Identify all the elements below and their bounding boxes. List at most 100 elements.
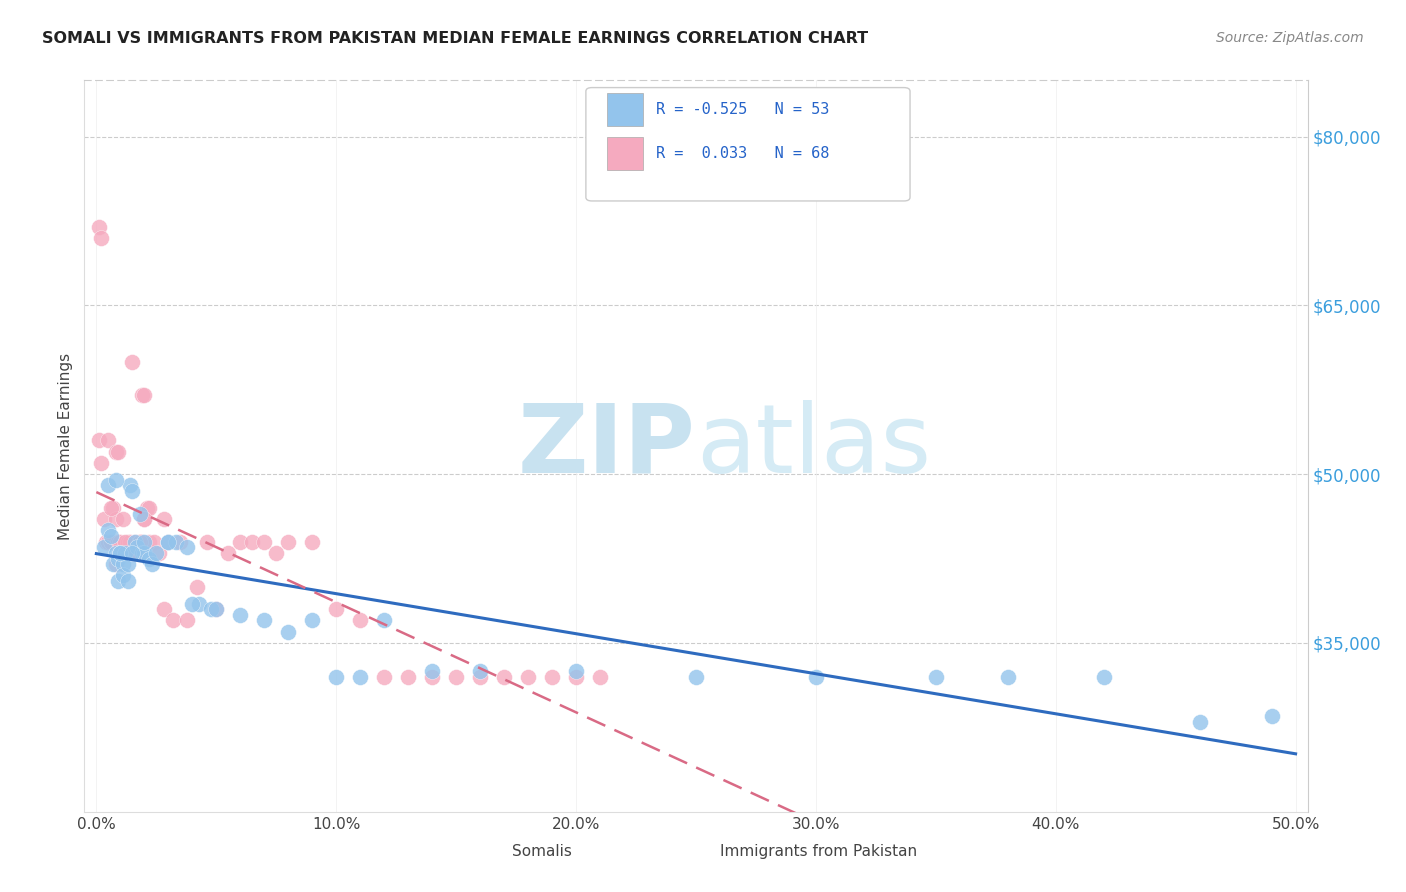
Text: atlas: atlas: [696, 400, 931, 492]
Point: [565, 664, 588, 678]
Point: [277, 534, 299, 549]
Text: R =  0.033   N = 68: R = 0.033 N = 68: [655, 146, 830, 161]
Point: [97, 478, 120, 492]
Point: [134, 388, 156, 402]
Point: [101, 557, 124, 571]
Point: [240, 534, 263, 549]
Point: [1188, 714, 1211, 729]
Point: [142, 534, 165, 549]
FancyBboxPatch shape: [606, 137, 644, 170]
Point: [128, 534, 150, 549]
Point: [162, 614, 184, 628]
Point: [114, 546, 136, 560]
Point: [107, 551, 129, 566]
Point: [349, 670, 371, 684]
Point: [229, 534, 252, 549]
Point: [157, 534, 180, 549]
Point: [131, 388, 153, 402]
Point: [117, 574, 139, 588]
Point: [138, 534, 160, 549]
Point: [205, 602, 228, 616]
Point: [145, 546, 167, 560]
Point: [349, 614, 371, 628]
Text: SOMALI VS IMMIGRANTS FROM PAKISTAN MEDIAN FEMALE EARNINGS CORRELATION CHART: SOMALI VS IMMIGRANTS FROM PAKISTAN MEDIA…: [42, 31, 869, 46]
Point: [138, 500, 160, 515]
Point: [87, 219, 110, 234]
Point: [157, 534, 180, 549]
Point: [420, 664, 443, 678]
Point: [925, 670, 948, 684]
FancyBboxPatch shape: [586, 87, 910, 201]
Point: [468, 664, 491, 678]
Point: [121, 546, 143, 560]
Point: [176, 541, 198, 555]
Point: [121, 483, 143, 498]
Point: [195, 534, 218, 549]
Point: [134, 546, 156, 560]
Point: [1260, 709, 1282, 723]
Point: [104, 512, 127, 526]
Point: [110, 546, 132, 560]
Text: Somalis: Somalis: [513, 845, 572, 860]
FancyBboxPatch shape: [665, 840, 706, 863]
Text: ZIP: ZIP: [517, 400, 696, 492]
Point: [124, 534, 146, 549]
Point: [121, 546, 143, 560]
Point: [517, 670, 540, 684]
Point: [181, 597, 204, 611]
Point: [188, 597, 211, 611]
Point: [165, 534, 187, 549]
Point: [117, 534, 139, 549]
Point: [94, 534, 117, 549]
Point: [420, 670, 443, 684]
Point: [128, 534, 150, 549]
Point: [131, 534, 153, 549]
Point: [111, 557, 134, 571]
Point: [565, 670, 588, 684]
Point: [110, 534, 132, 549]
Point: [90, 456, 112, 470]
Point: [121, 354, 143, 368]
Point: [111, 512, 134, 526]
Point: [107, 534, 129, 549]
Point: [685, 670, 707, 684]
Point: [107, 444, 129, 458]
Text: Immigrants from Pakistan: Immigrants from Pakistan: [720, 845, 918, 860]
Point: [997, 670, 1019, 684]
Point: [118, 534, 141, 549]
Point: [373, 670, 395, 684]
Point: [93, 541, 115, 555]
FancyBboxPatch shape: [606, 94, 644, 127]
Point: [541, 670, 564, 684]
Point: [90, 231, 112, 245]
Point: [301, 534, 323, 549]
Point: [396, 670, 419, 684]
Point: [277, 624, 299, 639]
Point: [87, 434, 110, 448]
Point: [264, 546, 287, 560]
Point: [97, 434, 120, 448]
Point: [804, 670, 827, 684]
Point: [104, 473, 127, 487]
Point: [118, 478, 141, 492]
Point: [97, 534, 120, 549]
FancyBboxPatch shape: [457, 840, 498, 863]
Point: [301, 614, 323, 628]
Point: [186, 580, 208, 594]
Point: [124, 534, 146, 549]
Point: [589, 670, 612, 684]
Point: [127, 541, 149, 555]
Point: [325, 602, 347, 616]
Point: [104, 546, 127, 560]
Point: [468, 670, 491, 684]
Point: [494, 670, 516, 684]
Point: [176, 614, 198, 628]
Point: [114, 546, 136, 560]
Point: [104, 557, 127, 571]
Point: [107, 574, 129, 588]
Point: [325, 670, 347, 684]
Point: [253, 534, 276, 549]
Point: [131, 546, 153, 560]
Point: [138, 551, 160, 566]
Point: [444, 670, 467, 684]
